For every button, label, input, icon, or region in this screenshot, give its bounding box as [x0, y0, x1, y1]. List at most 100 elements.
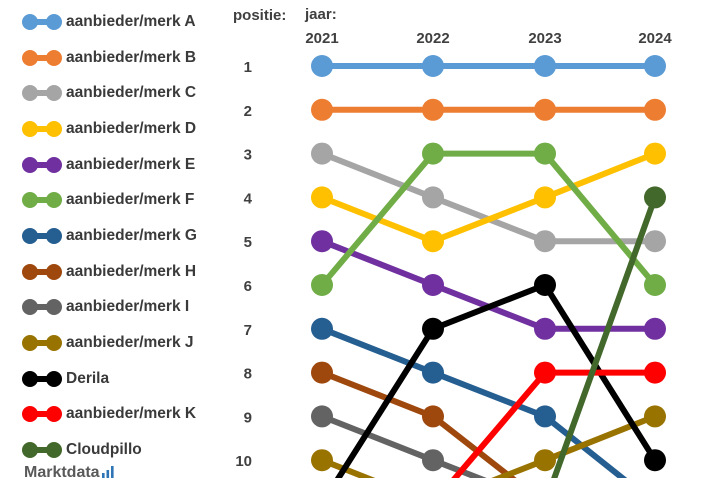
- y-axis-ticks: 1 2 3 4 5 6 7 8 9 10: [235, 59, 252, 470]
- marker-aanbieder-merk-d-2024: [644, 142, 666, 165]
- brand-logo: Marktdata: [24, 464, 115, 482]
- legend-swatch: [22, 333, 62, 353]
- legend-item-aanbieder-merk-f: aanbieder/merk F: [22, 182, 232, 218]
- x-axis-ticks: 2021 2022 2023 2024: [305, 30, 672, 47]
- marker-aanbieder-merk-h-2021: [311, 361, 333, 384]
- series-aanbieder-merk-j: [311, 405, 666, 478]
- marker-aanbieder-merk-c-2024: [644, 230, 666, 253]
- series-aanbieder-merk-i: [311, 405, 487, 478]
- marker-aanbieder-merk-j-2023: [534, 449, 556, 472]
- y-axis-label: positie:: [233, 7, 286, 24]
- legend-item-aanbieder-merk-e: aanbieder/merk E: [22, 147, 232, 183]
- marker-aanbieder-merk-b-2022: [422, 98, 444, 121]
- marker-aanbieder-merk-d-2023: [534, 186, 556, 209]
- marker-aanbieder-merk-d-2022: [422, 230, 444, 253]
- legend-item-aanbieder-merk-b: aanbieder/merk B: [22, 40, 232, 76]
- y-tick-7: 7: [244, 322, 252, 339]
- marker-aanbieder-merk-b-2021: [311, 98, 333, 121]
- marker-cloudpillo-2024: [644, 186, 666, 209]
- x-tick-2024: 2024: [638, 30, 672, 47]
- legend-label: aanbieder/merk A: [66, 12, 196, 30]
- legend-swatch: [22, 297, 62, 317]
- y-tick-9: 9: [244, 409, 252, 426]
- marker-aanbieder-merk-e-2021: [311, 230, 333, 253]
- marker-derila-2024: [644, 449, 666, 472]
- marker-aanbieder-merk-j-2024: [644, 405, 666, 428]
- legend-swatch: [22, 440, 62, 460]
- legend-swatch: [22, 226, 62, 246]
- legend-swatch: [22, 48, 62, 68]
- marker-aanbieder-merk-d-2021: [311, 186, 333, 209]
- series-cloudpillo: [551, 186, 666, 478]
- series-aanbieder-merk-f: [311, 142, 666, 296]
- legend-label: Derila: [66, 369, 110, 387]
- marker-aanbieder-merk-h-2022: [422, 405, 444, 428]
- marker-aanbieder-merk-f-2024: [644, 274, 666, 296]
- marker-aanbieder-merk-c-2021: [311, 142, 333, 165]
- legend-swatch: [22, 404, 62, 424]
- legend-label: aanbieder/merk I: [66, 298, 190, 316]
- legend-label: aanbieder/merk C: [66, 84, 197, 102]
- marker-derila-2023: [534, 274, 556, 296]
- marker-aanbieder-merk-j-2021: [311, 449, 333, 472]
- y-tick-6: 6: [244, 278, 252, 295]
- y-tick-2: 2: [244, 103, 252, 120]
- series-layer: [311, 55, 666, 478]
- y-tick-10: 10: [235, 453, 252, 470]
- legend-swatch: [22, 155, 62, 175]
- legend-item-aanbieder-merk-h: aanbieder/merk H: [22, 254, 232, 290]
- legend-swatch: [22, 119, 62, 139]
- x-tick-2021: 2021: [305, 30, 338, 47]
- legend-item-aanbieder-merk-i: aanbieder/merk I: [22, 290, 232, 326]
- series-aanbieder-merk-k: [451, 361, 666, 478]
- legend-swatch: [22, 190, 62, 210]
- marker-aanbieder-merk-k-2024: [644, 361, 666, 384]
- bar-chart-icon: [101, 466, 114, 478]
- x-axis-label: jaar:: [304, 6, 337, 23]
- legend-swatch: [22, 12, 62, 32]
- legend-swatch: [22, 369, 62, 389]
- brand-text: Marktdata: [24, 464, 100, 481]
- series-line-aanbieder-merk-j: [319, 413, 658, 478]
- legend-item-cloudpillo: Cloudpillo: [22, 432, 232, 468]
- marker-aanbieder-merk-i-2021: [311, 405, 333, 428]
- legend-item-aanbieder-merk-c: aanbieder/merk C: [22, 75, 232, 111]
- marker-aanbieder-merk-f-2022: [422, 142, 444, 165]
- y-tick-8: 8: [244, 366, 252, 383]
- series-aanbieder-merk-b: [311, 98, 666, 121]
- legend-swatch: [22, 83, 62, 103]
- marker-aanbieder-merk-i-2022: [422, 449, 444, 472]
- marker-aanbieder-merk-e-2022: [422, 274, 444, 296]
- marker-aanbieder-merk-a-2022: [422, 55, 444, 77]
- legend-item-aanbieder-merk-a: aanbieder/merk A: [22, 4, 232, 40]
- marker-derila-2022: [422, 317, 444, 340]
- legend-item-aanbieder-merk-k: aanbieder/merk K: [22, 397, 232, 433]
- series-aanbieder-merk-a: [311, 55, 666, 77]
- y-tick-5: 5: [244, 234, 252, 251]
- legend-item-aanbieder-merk-g: aanbieder/merk G: [22, 218, 232, 254]
- legend-label: aanbieder/merk J: [66, 334, 194, 352]
- legend-item-aanbieder-merk-d: aanbieder/merk D: [22, 111, 232, 147]
- marker-aanbieder-merk-a-2023: [534, 55, 556, 77]
- legend-label: aanbieder/merk H: [66, 262, 197, 280]
- y-tick-4: 4: [244, 190, 253, 207]
- marker-aanbieder-merk-b-2023: [534, 98, 556, 121]
- legend-label: aanbieder/merk K: [66, 405, 197, 423]
- marker-aanbieder-merk-f-2023: [534, 142, 556, 165]
- marker-aanbieder-merk-g-2021: [311, 317, 333, 340]
- series-line-aanbieder-merk-f: [319, 150, 658, 288]
- legend-item-aanbieder-merk-j: aanbieder/merk J: [22, 325, 232, 361]
- marker-aanbieder-merk-g-2023: [534, 405, 556, 428]
- legend-label: aanbieder/merk D: [66, 119, 197, 137]
- legend-label: Cloudpillo: [66, 441, 142, 459]
- series-line-cloudpillo: [551, 194, 658, 478]
- marker-aanbieder-merk-e-2023: [534, 317, 556, 340]
- legend-item-derila: Derila: [22, 361, 232, 397]
- marker-aanbieder-merk-e-2024: [644, 317, 666, 340]
- marker-aanbieder-merk-b-2024: [644, 98, 666, 121]
- legend-label: aanbieder/merk G: [66, 226, 197, 244]
- x-tick-2023: 2023: [528, 30, 561, 47]
- marker-aanbieder-merk-a-2021: [311, 55, 333, 77]
- marker-aanbieder-merk-f-2021: [311, 274, 333, 296]
